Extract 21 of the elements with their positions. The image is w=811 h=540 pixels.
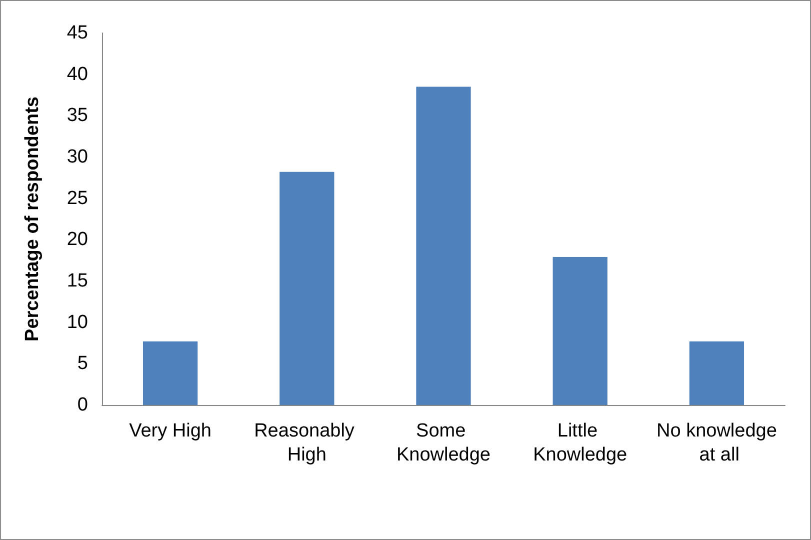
bar <box>416 86 471 405</box>
y-tick-label: 40 <box>66 64 88 85</box>
y-tick-label: 10 <box>66 312 88 333</box>
y-tick-label: 20 <box>66 229 88 250</box>
x-tick-label: Very High <box>129 420 212 442</box>
bar <box>552 257 608 405</box>
x-tick-label: Reasonably High <box>254 420 360 466</box>
bar <box>689 341 744 405</box>
y-tick-label: 25 <box>66 188 88 209</box>
bar <box>142 341 198 405</box>
x-tick-label: Little Knowledge <box>533 420 628 466</box>
y-axis-title: Percentage of respondents <box>22 96 43 342</box>
y-tick-label: 35 <box>66 105 88 126</box>
y-tick-label: 30 <box>66 146 88 168</box>
x-tick-label: Some Knowledge <box>396 420 491 466</box>
y-tick-label: 5 <box>77 353 88 374</box>
y-tick-label: 0 <box>77 394 88 416</box>
y-tick-label: 15 <box>66 270 88 292</box>
bar <box>280 172 334 405</box>
x-tick-label: No knowledge at all <box>656 420 777 466</box>
y-tick-label: 45 <box>66 22 88 44</box>
